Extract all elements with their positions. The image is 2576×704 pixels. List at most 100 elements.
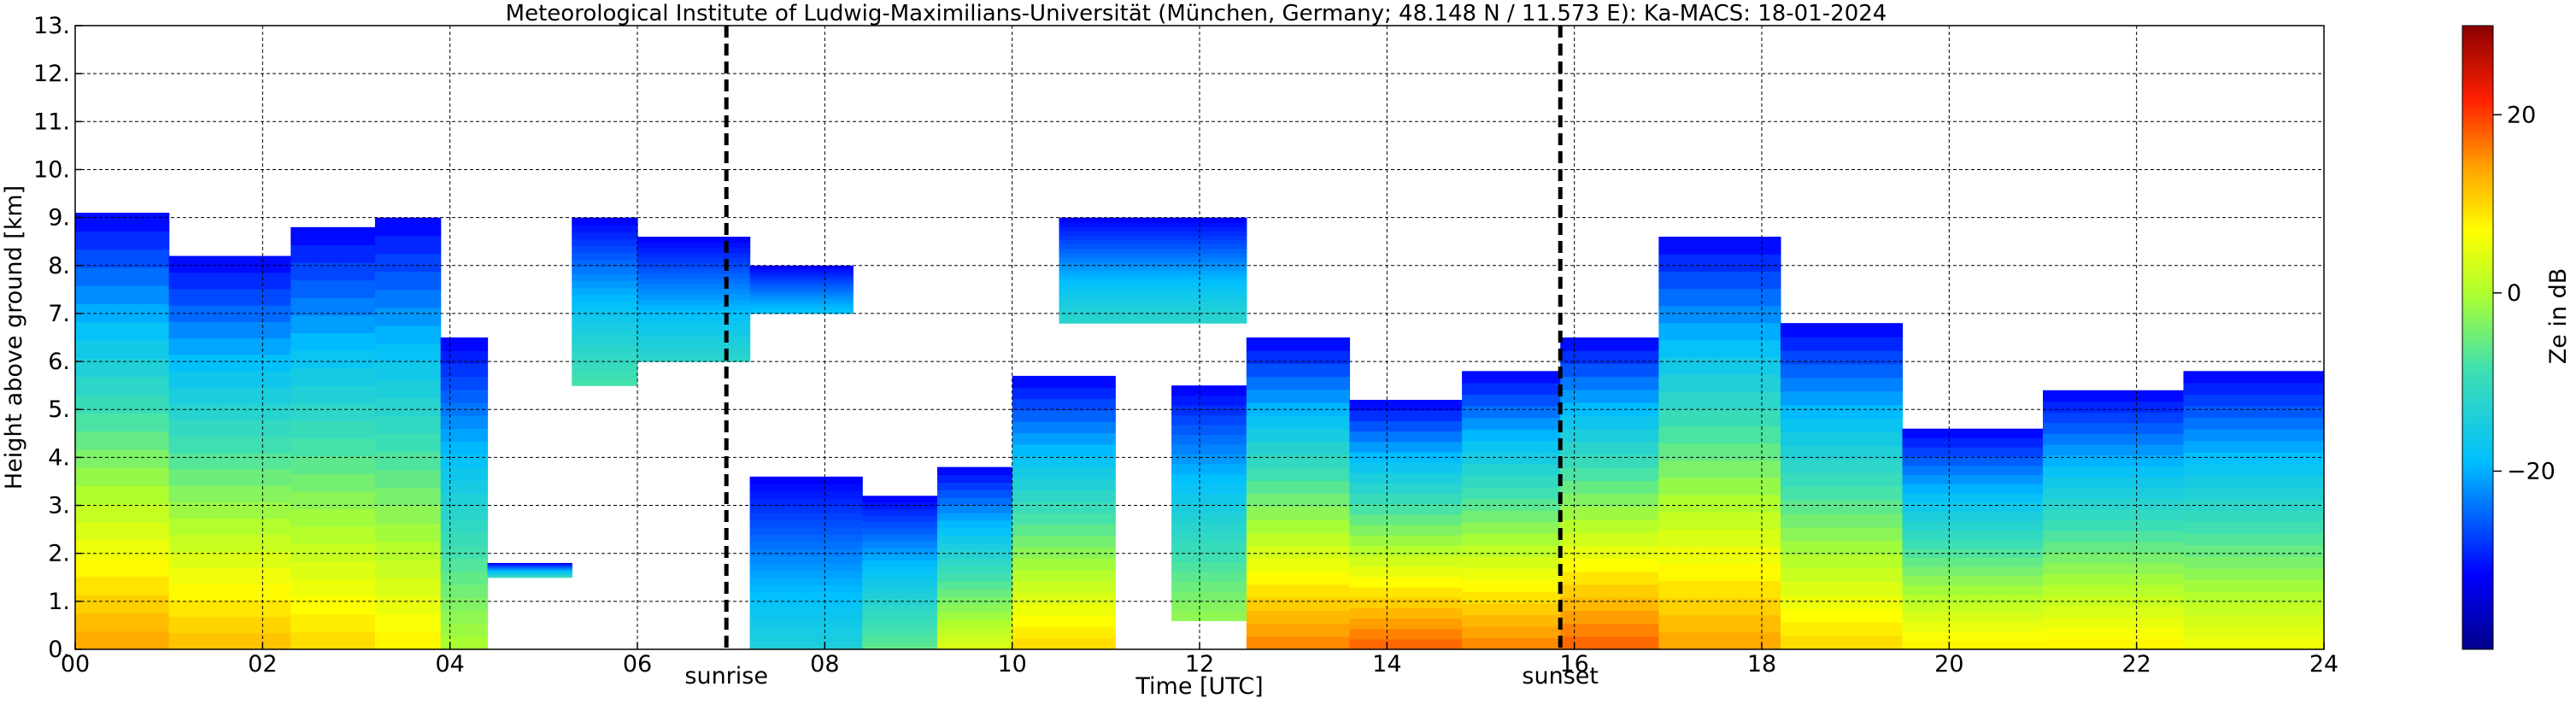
echo-band: [487, 573, 572, 575]
echo-band: [1349, 545, 1463, 557]
echo-segment: [440, 337, 489, 649]
echo-band: [2043, 508, 2185, 520]
echo-band: [862, 534, 938, 542]
echo-band: [1012, 592, 1116, 605]
echo-band: [1349, 472, 1463, 484]
echo-band: [168, 452, 291, 470]
echo-band: [1658, 512, 1781, 530]
echo-band: [1902, 594, 2044, 604]
echo-segment: [1560, 337, 1659, 649]
echo-band: [1560, 506, 1659, 520]
echo-band: [936, 558, 1013, 566]
y-tick-label: 10.: [33, 156, 70, 183]
echo-band: [749, 591, 863, 600]
echo-band: [2043, 455, 2185, 466]
echo-band: [290, 561, 376, 580]
echo-band: [2043, 390, 2185, 402]
echo-band: [1560, 428, 1659, 443]
echo-band: [572, 245, 638, 254]
echo-band: [1560, 480, 1659, 495]
echo-band: [1902, 566, 2044, 577]
x-tick-label: 12: [1185, 651, 1214, 678]
echo-band: [1059, 309, 1247, 315]
echo-band: [1349, 576, 1463, 588]
echo-band: [75, 431, 170, 450]
echo-segment: [1171, 385, 1247, 621]
echo-segment: [572, 217, 638, 386]
echo-band: [1059, 270, 1247, 276]
echo-band: [1349, 513, 1463, 525]
echo-band: [1012, 375, 1116, 388]
echo-band: [2183, 602, 2324, 615]
echo-band: [168, 600, 291, 618]
echo-band: [749, 635, 863, 643]
echo-band: [1059, 266, 1247, 271]
echo-band: [1902, 428, 2044, 439]
echo-band: [168, 403, 291, 420]
echo-band: [374, 541, 442, 560]
echo-band: [2043, 573, 2185, 585]
echo-band: [1349, 555, 1463, 567]
echo-band: [168, 419, 291, 437]
echo-band: [1462, 371, 1561, 384]
echo-band: [637, 283, 751, 290]
echo-band: [1560, 337, 1659, 351]
echo-band: [749, 277, 854, 280]
echo-band: [1560, 636, 1659, 649]
echo-segment: [1780, 323, 1904, 649]
echo-band: [487, 574, 572, 576]
echo-band: [749, 512, 863, 520]
echo-band: [637, 273, 751, 279]
echo-band: [749, 273, 854, 277]
echo-band: [1560, 467, 1659, 481]
echo-band: [440, 584, 489, 598]
sun-markers: sunrise sunset: [684, 26, 1599, 689]
echo-band: [1012, 478, 1116, 490]
echo-band: [749, 283, 854, 286]
echo-band: [1560, 350, 1659, 365]
echo-band: [440, 415, 489, 430]
echo-band: [1171, 395, 1247, 406]
echo-segment: [2043, 390, 2185, 649]
echo-band: [1560, 493, 1659, 507]
echo-band: [1246, 610, 1351, 625]
echo-band: [1902, 511, 2044, 521]
echo-band: [637, 237, 751, 243]
echo-band: [1349, 400, 1463, 411]
echo-segment: [290, 226, 376, 649]
echo-band: [637, 340, 751, 347]
echo-band: [1780, 363, 1904, 378]
y-axis-ticks: 0. 1. 2. 3. 4. 5. 6. 7. 8. 9. 10. 11. 12. 13.: [33, 13, 82, 663]
echo-band: [374, 271, 442, 290]
echo-band: [1780, 499, 1904, 514]
echo-band: [1462, 382, 1561, 396]
echo-band: [2043, 412, 2185, 424]
echo-band: [374, 469, 442, 489]
y-tick-label: 8.: [48, 253, 70, 279]
echo-band: [1902, 530, 2044, 540]
echo-segment: [749, 265, 854, 314]
echo-band: [1012, 398, 1116, 411]
echo-band: [749, 289, 854, 292]
echo-band: [2183, 533, 2324, 546]
echo-band: [168, 272, 291, 290]
echo-band: [1246, 376, 1351, 390]
echo-band: [2043, 595, 2185, 607]
echo-band: [1059, 319, 1247, 324]
echo-band: [2043, 401, 2185, 413]
echo-band: [290, 596, 376, 615]
echo-segment: [637, 237, 751, 362]
echo-band: [862, 572, 938, 580]
echo-band: [1780, 636, 1904, 649]
echo-band: [749, 541, 863, 549]
echo-band: [374, 379, 442, 398]
echo-band: [1780, 337, 1904, 351]
echo-band: [290, 473, 376, 492]
echo-band: [749, 307, 854, 310]
echo-band: [1059, 314, 1247, 320]
echo-band: [936, 474, 1013, 483]
x-tick-label: 20: [1934, 651, 1963, 678]
echo-band: [75, 267, 170, 286]
echo-band: [637, 309, 751, 315]
y-tick-label: 5.: [48, 396, 70, 423]
